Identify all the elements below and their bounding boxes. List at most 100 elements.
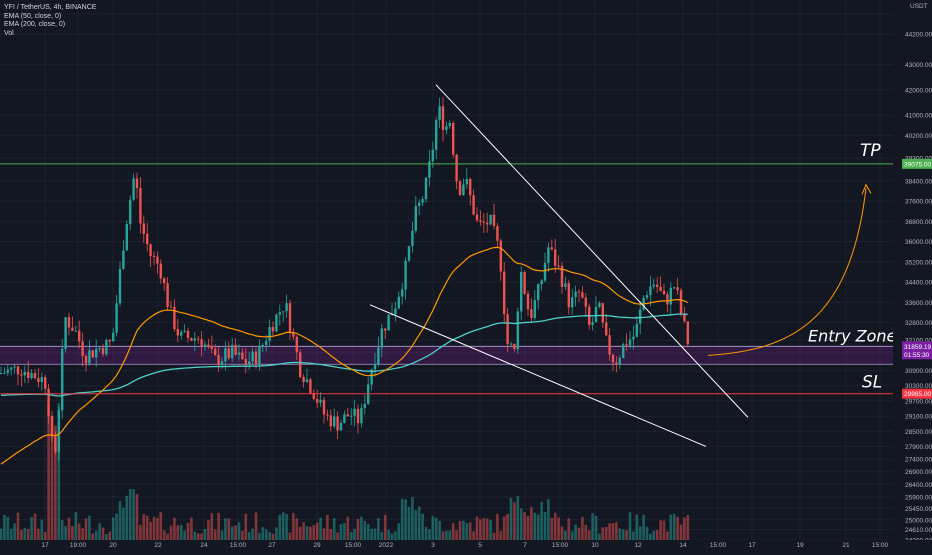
candle-body (118, 268, 122, 304)
volume-bar (621, 529, 625, 540)
volume-bar (132, 489, 135, 540)
volume-bar (139, 524, 142, 540)
volume-bar (431, 516, 435, 540)
candle-body (380, 328, 383, 348)
volume-bar (526, 515, 530, 540)
candle-body (47, 388, 50, 417)
price-tag-countdown: 01:55:30 (904, 352, 930, 359)
volume-bar (203, 528, 207, 540)
volume-bar (655, 529, 659, 540)
volume-bar (251, 528, 254, 540)
candle-body (132, 178, 135, 200)
candle-body (101, 348, 105, 355)
volume-bar (281, 512, 285, 540)
price-axis: USDT 44200.00 43000.00 42000.00 41000.00 4020… (893, 0, 932, 550)
candle-body (265, 340, 268, 345)
volume-bar (3, 514, 6, 540)
candle-body (98, 348, 101, 350)
lower-trendline (369, 304, 707, 447)
volume-bar (642, 514, 645, 540)
volume-bar (594, 515, 598, 540)
candle-body (248, 361, 251, 365)
candle-body (513, 343, 516, 350)
candle-body (95, 349, 98, 358)
price-tick-label: 26400.00 (905, 482, 932, 489)
candle-body (662, 290, 666, 295)
volume-bar (638, 526, 642, 540)
candle-body (574, 291, 577, 298)
price-tick-label: 37600.00 (905, 199, 932, 206)
volume-bar (207, 520, 210, 540)
volume-bar (360, 516, 363, 540)
candle-body (23, 371, 26, 376)
volume-bar (513, 502, 516, 540)
candle-body (61, 348, 64, 411)
volume-bar (363, 521, 367, 540)
time-tick-label: 2022 (379, 542, 394, 549)
volume-bar (611, 523, 615, 540)
time-tick-label: 14 (679, 542, 687, 549)
candle-body (16, 366, 20, 375)
volume-bar (394, 531, 397, 540)
candle-body (356, 408, 360, 424)
volume-bar (142, 513, 146, 540)
volume-bar (662, 520, 666, 540)
volume-bar (434, 517, 438, 540)
candle-body (377, 347, 380, 364)
volume-bar (210, 513, 214, 540)
volume-bar (448, 530, 452, 540)
candle-body (282, 311, 285, 313)
candle-body (469, 179, 472, 196)
volume-bar (213, 529, 217, 540)
volume-bar (475, 516, 479, 540)
volume-bar (152, 516, 156, 540)
volume-bar (241, 530, 244, 540)
volume-bar (523, 512, 526, 540)
volume-bar (506, 513, 509, 540)
candle-body (520, 271, 523, 312)
candle-body (387, 314, 390, 331)
volume-bar (234, 525, 237, 540)
candle-body (503, 271, 506, 315)
time-tick-label: 5 (478, 542, 482, 549)
volume-bar (298, 526, 302, 540)
volume-bar (502, 516, 506, 540)
volume-bar (411, 497, 414, 540)
price-tag-bg (902, 158, 932, 169)
volume-bar (414, 510, 418, 540)
volume-bar (115, 513, 118, 540)
candle-body (401, 289, 404, 297)
volume-bar (261, 527, 265, 540)
candle-body (452, 122, 455, 155)
volume-bar (9, 528, 13, 540)
volume-bar (224, 518, 227, 540)
volume-bar (421, 513, 424, 540)
descending-trendline (435, 84, 749, 418)
candle-body (67, 317, 71, 328)
price-tick-label: 30300.00 (905, 383, 932, 390)
candle-body (523, 271, 526, 294)
time-tick-label: 15:00 (710, 542, 727, 549)
candle-body (169, 306, 173, 308)
candle-body (275, 314, 278, 332)
candle-body (78, 330, 81, 342)
volume-bar (190, 517, 193, 540)
candle-body (577, 291, 581, 293)
candle-body (482, 221, 485, 223)
volume-bar (581, 516, 584, 540)
volume-bar (380, 531, 384, 540)
candle-body (516, 311, 519, 350)
candle-body (652, 284, 655, 287)
candle-body (475, 214, 479, 221)
candle-body (295, 336, 298, 353)
candle-body (679, 290, 683, 314)
volume-bar (649, 533, 652, 540)
candle-body (384, 328, 387, 331)
price-tick-label: 38400.00 (905, 178, 932, 185)
volume-bar (64, 526, 67, 540)
candle-body (292, 332, 295, 337)
candle-body (33, 373, 37, 379)
candle-body (10, 367, 13, 370)
